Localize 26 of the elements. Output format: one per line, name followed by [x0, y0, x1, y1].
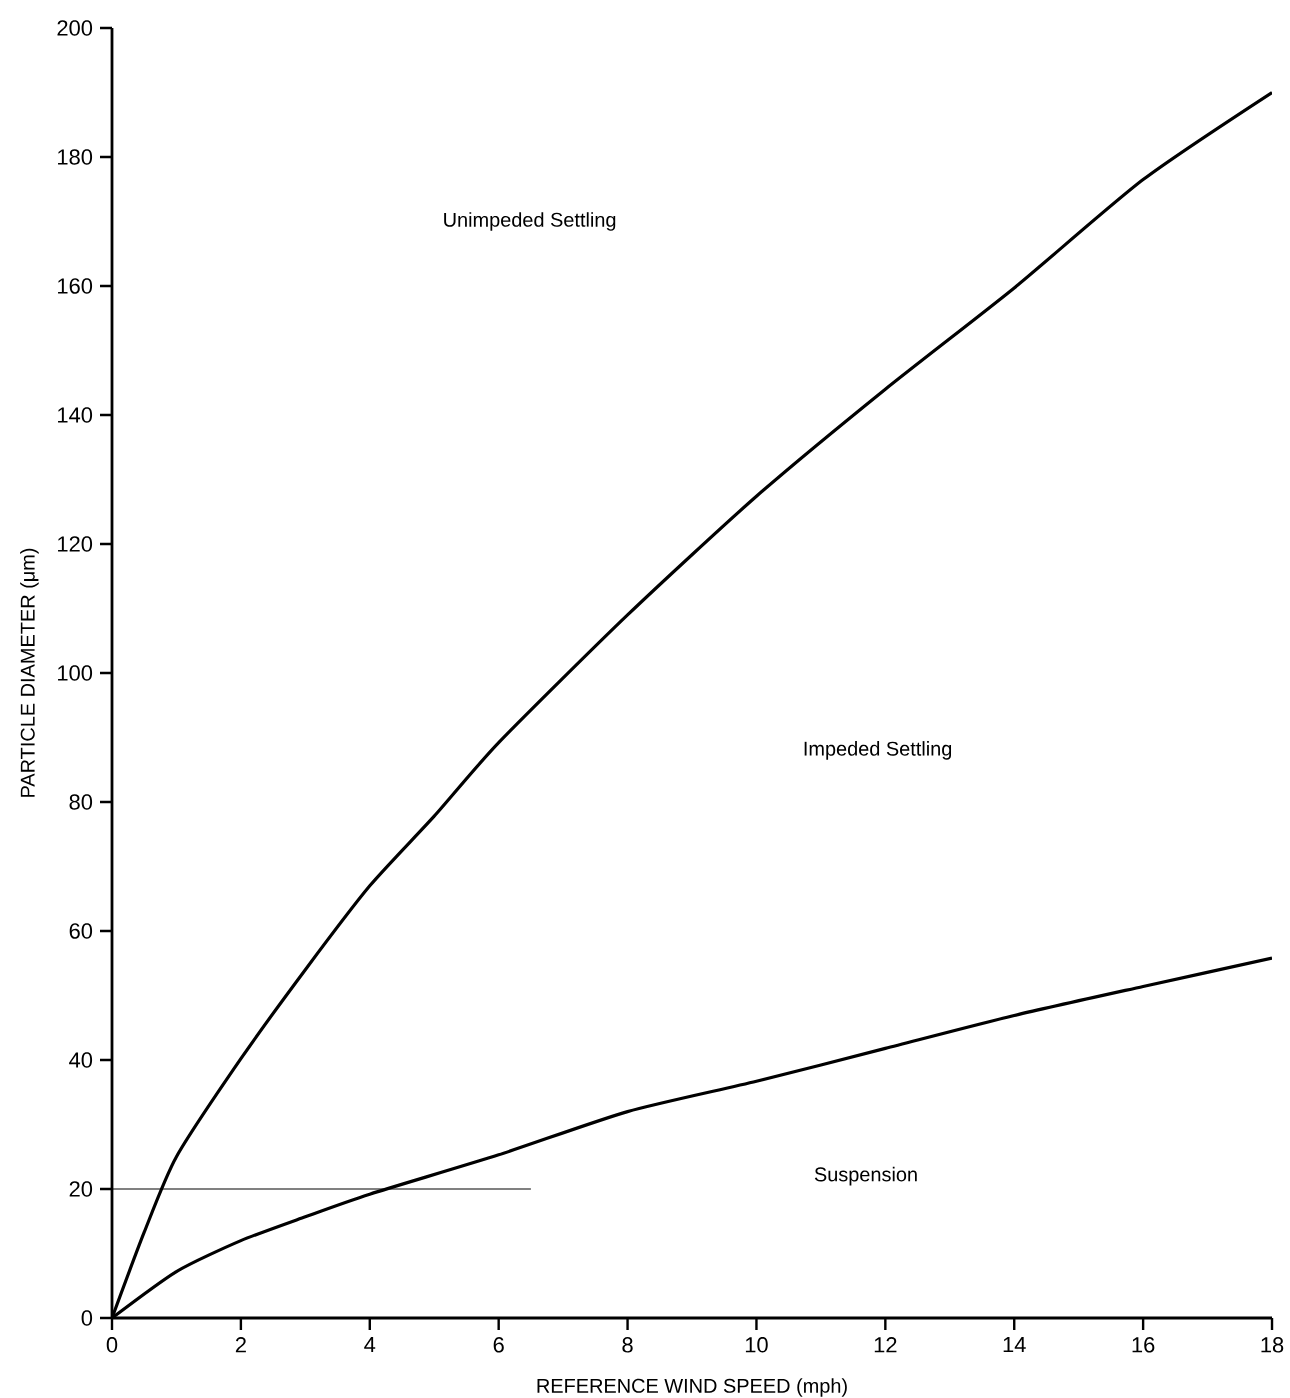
y-axis-title: PARTICLE DIAMETER (μm)	[20, 548, 39, 797]
y-tick-label: 140	[58, 407, 93, 423]
x-tick-label: 4	[364, 1337, 376, 1353]
y-tick-label: 120	[58, 536, 93, 552]
y-tick-label: 160	[58, 278, 93, 294]
x-tick-label: 18	[1261, 1337, 1284, 1353]
x-tick-label: 2	[235, 1337, 246, 1353]
annotation: Suspension	[814, 1166, 917, 1186]
x-axis-title: REFERENCE WIND SPEED (mph)	[537, 1378, 847, 1397]
y-tick-label: 180	[58, 149, 93, 165]
y-tick-label: 80	[69, 794, 93, 810]
y-tick-label: 0	[81, 1310, 93, 1326]
y-tick-label: 40	[69, 1052, 93, 1068]
annotation: Unimpeded Settling	[444, 212, 616, 231]
x-tick-label: 8	[622, 1337, 633, 1353]
y-tick-label: 60	[69, 923, 93, 939]
x-tick-label: 0	[106, 1337, 118, 1353]
x-tick-label: 10	[745, 1337, 768, 1353]
y-tick-label: 200	[57, 20, 93, 36]
x-tick-label: 12	[874, 1337, 897, 1353]
annotation: Impeded Settling	[804, 741, 952, 760]
x-tick-label: 14	[1003, 1337, 1026, 1353]
x-tick-label: 16	[1132, 1337, 1155, 1353]
y-tick-label: 20	[69, 1181, 93, 1197]
y-tick-label: 100	[58, 665, 93, 681]
x-tick-label: 6	[493, 1337, 504, 1353]
